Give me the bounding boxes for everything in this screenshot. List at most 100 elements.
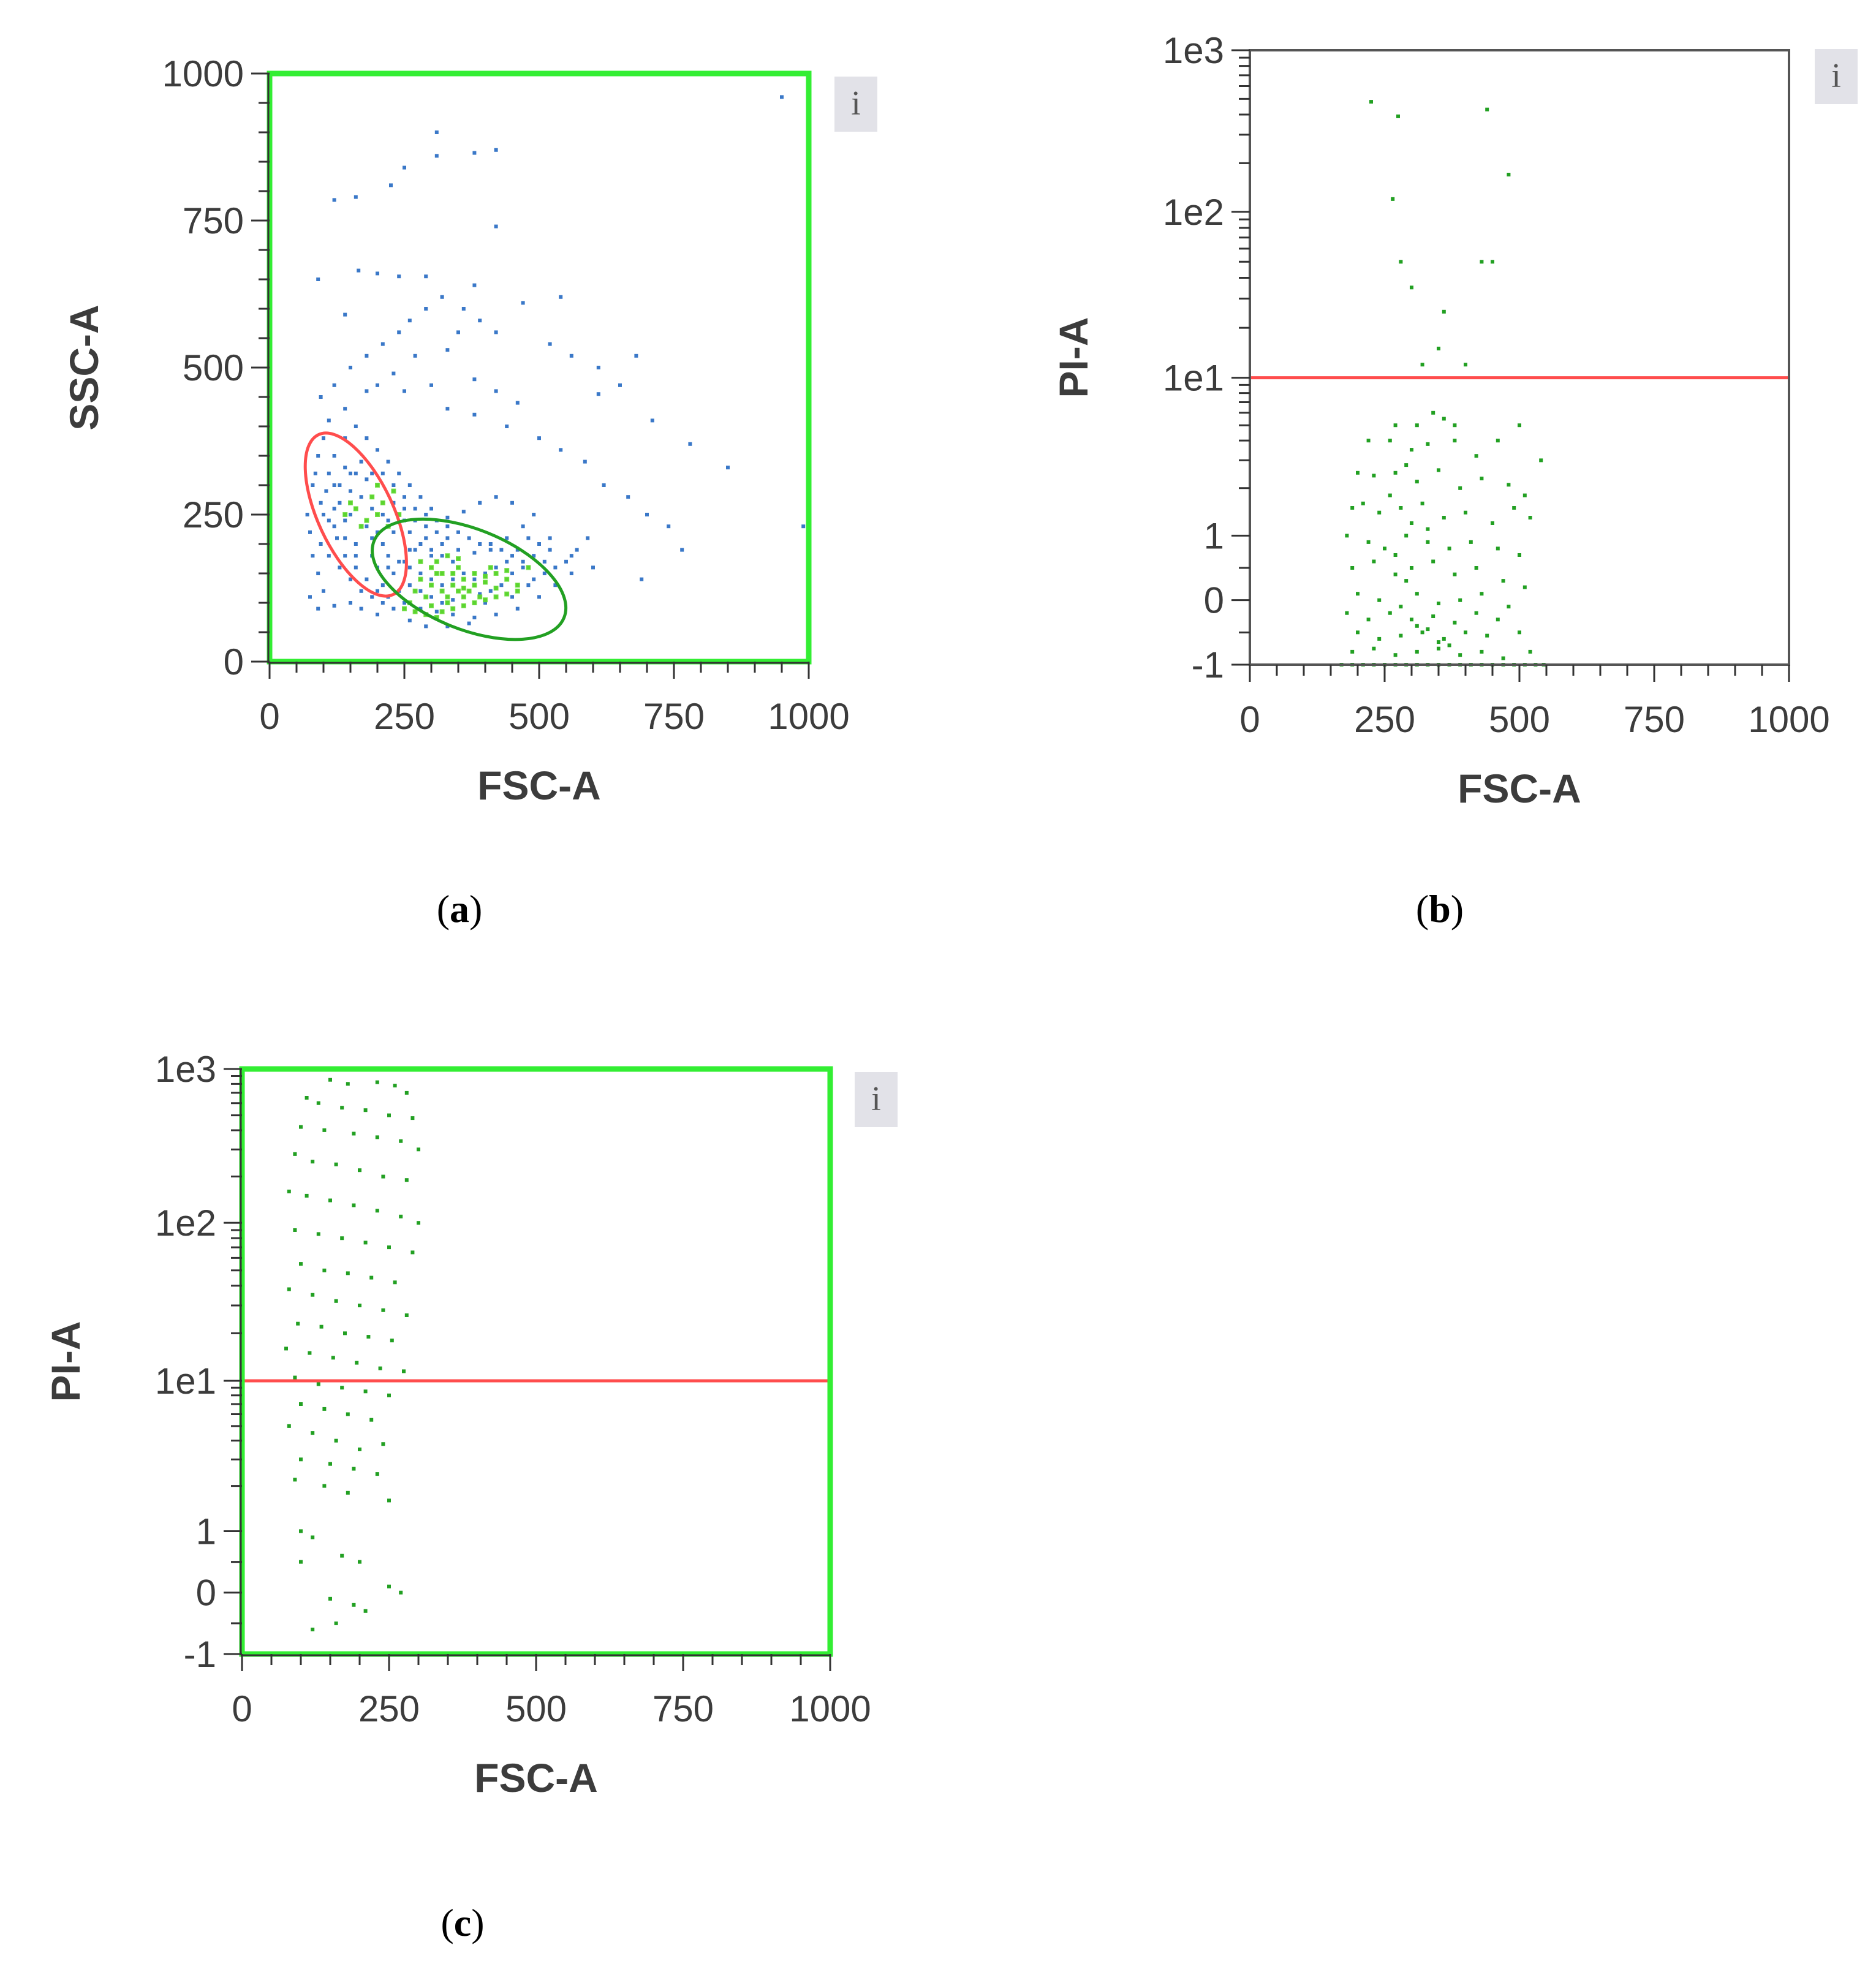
data-point: [299, 1560, 303, 1564]
data-point: [387, 1393, 391, 1397]
x-tick-label: 250: [358, 1688, 420, 1729]
data-point: [488, 565, 493, 570]
data-point: [1458, 598, 1462, 602]
data-point: [504, 591, 510, 597]
y-tick-label: -1: [184, 1634, 216, 1675]
y-tick-label: -1: [1192, 644, 1224, 686]
data-point: [494, 330, 498, 334]
data-point: [456, 330, 460, 334]
data-point: [313, 471, 317, 475]
data-point: [375, 1135, 379, 1139]
x-tick-label: 1000: [1748, 699, 1829, 740]
data-point: [407, 319, 412, 323]
y-ticks: -1 0 1 1e1 1e2 1e3: [1163, 30, 1250, 686]
data-point: [1474, 611, 1478, 615]
data-point: [564, 559, 568, 564]
data-point: [424, 536, 428, 540]
data-point: [407, 483, 412, 487]
data-point: [417, 1147, 420, 1152]
data-point: [434, 610, 439, 614]
y-tick-label: 0: [224, 641, 244, 682]
data-point: [299, 1529, 303, 1533]
data-point: [1437, 468, 1440, 472]
info-button-bg: [1815, 49, 1858, 104]
data-point: [493, 594, 499, 600]
data-point: [354, 565, 358, 570]
data-point: [1426, 527, 1430, 531]
data-point: [569, 353, 573, 358]
data-point: [451, 613, 455, 617]
data-point: [380, 471, 385, 475]
data-point: [386, 459, 390, 464]
data-point: [413, 353, 417, 358]
data-point: [1507, 483, 1511, 487]
data-point: [1410, 521, 1413, 525]
data-point: [376, 271, 379, 276]
gate-red[interactable]: [284, 418, 427, 610]
series-b-0: [1345, 100, 1543, 660]
gate-green[interactable]: [355, 494, 583, 664]
data-point: [311, 1535, 315, 1539]
data-point: [478, 319, 482, 323]
data-point: [332, 603, 336, 608]
data-point: [532, 577, 536, 581]
data-point: [1388, 611, 1392, 615]
data-point: [365, 353, 369, 358]
data-point: [293, 1478, 297, 1482]
data-point: [1399, 506, 1403, 510]
data-point: [316, 454, 320, 458]
data-point: [434, 571, 439, 576]
data-point: [494, 613, 498, 617]
data-point: [1431, 410, 1435, 415]
data-point: [375, 1080, 379, 1084]
y-axis-title: PI-A: [1051, 317, 1096, 398]
data-point: [358, 1304, 361, 1307]
data-point: [308, 1351, 312, 1355]
data-point: [591, 565, 595, 570]
data-point: [391, 530, 396, 534]
data-point: [429, 583, 434, 588]
data-point: [1453, 572, 1457, 576]
y-ticks: -1 0 1 1e1 1e2 1e3: [155, 1049, 242, 1675]
data-point: [1420, 501, 1424, 505]
data-point: [346, 1082, 350, 1086]
data-point: [483, 580, 488, 585]
x-tick-label: 250: [374, 696, 435, 737]
data-point: [1447, 643, 1451, 648]
data-point: [1469, 540, 1473, 544]
data-point: [319, 542, 323, 546]
data-point: [1350, 566, 1355, 570]
data-point: [357, 268, 361, 273]
data-point: [365, 477, 369, 482]
data-point: [322, 513, 325, 516]
data-point: [494, 495, 498, 499]
data-point: [434, 530, 439, 534]
data-point: [391, 488, 396, 494]
y-tick-label: 250: [183, 494, 244, 535]
data-point: [412, 609, 418, 614]
data-point: [505, 536, 509, 540]
info-button[interactable]: i: [855, 1072, 898, 1127]
data-point: [376, 530, 379, 534]
data-point: [365, 436, 369, 440]
data-point: [645, 513, 649, 516]
data-point: [343, 518, 347, 523]
plot-area-b: [1250, 50, 1789, 665]
data-point: [1480, 649, 1484, 654]
x-tick-label: 1000: [768, 696, 849, 737]
data-point: [1377, 510, 1382, 515]
data-point: [575, 548, 579, 552]
x-ticks: 0 250 500 750 1000: [232, 1654, 871, 1729]
data-point: [403, 559, 406, 564]
data-point: [316, 1101, 320, 1105]
info-button[interactable]: i: [1815, 49, 1858, 104]
data-point: [343, 554, 347, 558]
data-point: [504, 568, 510, 573]
data-point: [322, 589, 325, 593]
data-point: [365, 577, 369, 581]
data-point: [418, 559, 423, 564]
data-point: [343, 536, 347, 540]
info-button[interactable]: i: [834, 77, 877, 132]
data-point: [537, 542, 541, 546]
data-point: [1522, 493, 1527, 497]
